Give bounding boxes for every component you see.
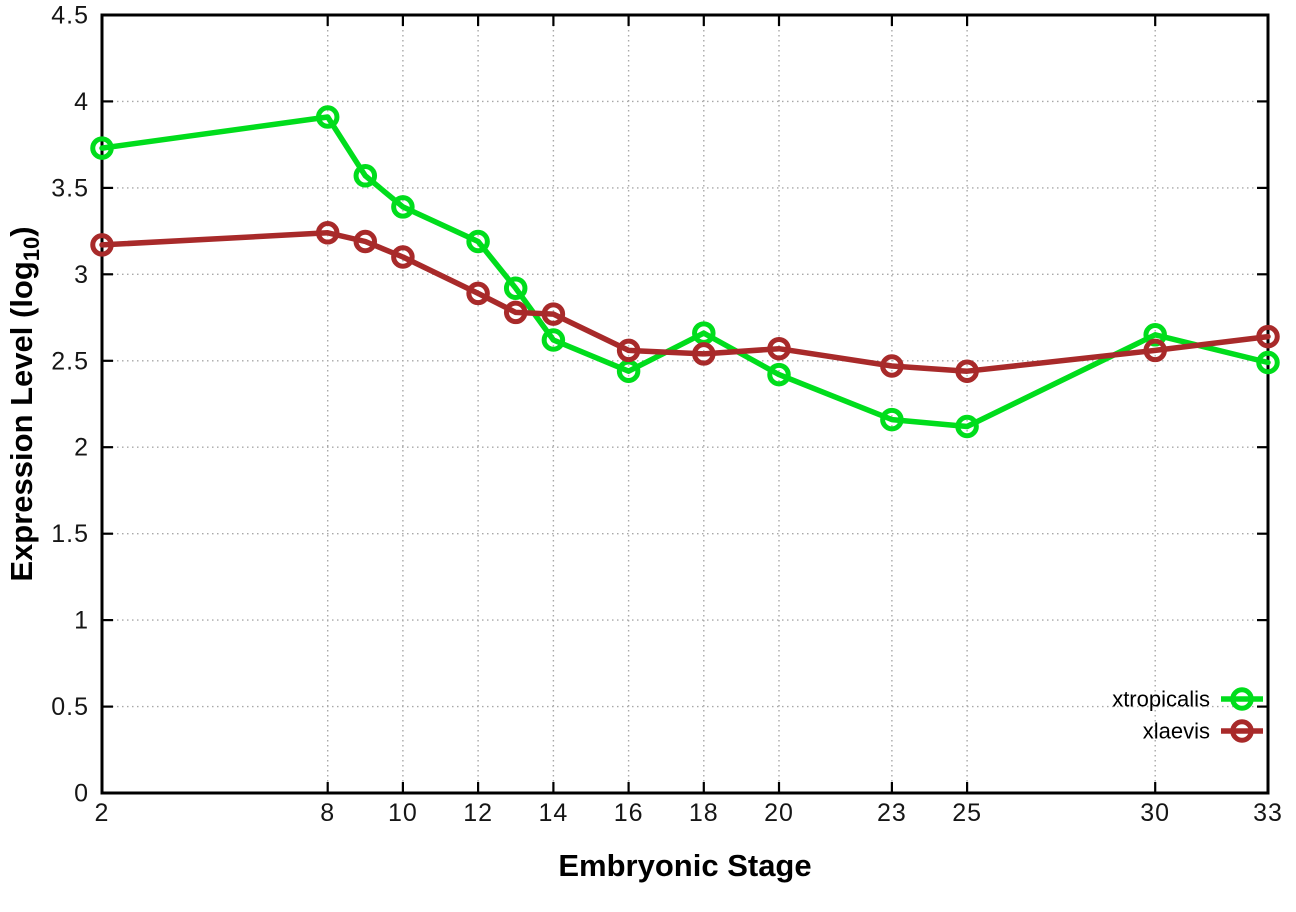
- x-tick-label-30: 30: [1140, 799, 1170, 827]
- legend-label-xtropicalis: xtropicalis: [1112, 687, 1210, 712]
- x-tick-label-18: 18: [689, 799, 719, 827]
- x-tick-label-25: 25: [952, 799, 982, 827]
- x-tick-label-8: 8: [320, 799, 335, 827]
- legend-marker-xlaevis: [1230, 719, 1254, 743]
- y-tick-label-0.5: 0.5: [51, 693, 89, 721]
- y-tick-label-3.5: 3.5: [51, 174, 89, 202]
- legend-entry-xtropicalis: xtropicalis: [1112, 687, 1263, 712]
- series-xtropicalis-marker-13: [503, 276, 528, 300]
- series-xtropicalis-marker-14: [541, 328, 566, 352]
- grid-layer: [102, 15, 1268, 793]
- tick-layer: [100, 13, 1270, 795]
- series-xtropicalis-marker-20: [767, 362, 791, 387]
- x-axis-title: Embryonic Stage: [558, 848, 811, 883]
- y-tick-label-0: 0: [74, 780, 89, 808]
- plot-border: [100, 13, 1270, 795]
- series-xtropicalis-line: [99, 114, 1271, 430]
- series-layer: [90, 105, 1280, 439]
- series-xlaevis-marker-20: [767, 336, 791, 361]
- series-xlaevis: [90, 221, 1280, 383]
- y-tick-label-2.5: 2.5: [51, 347, 89, 375]
- plot-border-layer: [100, 13, 1270, 795]
- series-xtropicalis: [90, 105, 1280, 439]
- series-xlaevis-marker-8: [315, 221, 340, 245]
- series-xtropicalis-marker-25: [955, 414, 979, 439]
- series-xlaevis-marker-25: [955, 359, 979, 383]
- series-xtropicalis-marker-33: [1256, 350, 1280, 375]
- legend-entry-xlaevis: xlaevis: [1143, 719, 1263, 744]
- y-axis-title: Expression Level (log10): [4, 226, 44, 581]
- x-tick-label-12: 12: [463, 799, 493, 827]
- series-xlaevis-marker-10: [391, 245, 415, 269]
- series-xlaevis-marker-14: [541, 302, 566, 326]
- x-tick-label-33: 33: [1253, 799, 1283, 827]
- series-xlaevis-marker-2: [90, 233, 114, 257]
- x-tick-label-10: 10: [388, 799, 418, 827]
- series-xlaevis-marker-16: [616, 338, 641, 363]
- series-xlaevis-marker-18: [692, 342, 716, 366]
- series-xtropicalis-marker-23: [880, 407, 904, 432]
- series-xtropicalis-marker-10: [391, 195, 415, 219]
- series-xlaevis-marker-30: [1143, 338, 1167, 363]
- x-tick-label-14: 14: [538, 799, 568, 827]
- y-tick-label-4: 4: [74, 88, 89, 116]
- y-tick-label-4.5: 4.5: [51, 2, 89, 30]
- series-xlaevis-marker-23: [880, 354, 904, 378]
- series-xtropicalis-marker-30: [1143, 323, 1167, 347]
- x-tick-label-20: 20: [764, 799, 794, 827]
- legend: xtropicalis xlaevis: [1112, 687, 1263, 744]
- series-xlaevis-marker-12: [466, 281, 490, 306]
- legend-marker-xtropicalis: [1230, 687, 1254, 711]
- series-xtropicalis-marker-9: [353, 164, 378, 188]
- series-xlaevis-marker-33: [1256, 324, 1280, 349]
- series-xlaevis-line: [99, 230, 1271, 374]
- series-xtropicalis-marker-2: [90, 136, 114, 160]
- legend-label-xlaevis: xlaevis: [1143, 719, 1210, 744]
- tick-label-layer: 2 8 10 12 14 16 18 20 23 25 30 33 0 0.5 1 1.5 2 2.5 3 3.5 4 4…: [51, 2, 1283, 828]
- y-tick-label-2: 2: [74, 434, 89, 462]
- series-xlaevis-marker-9: [353, 229, 378, 254]
- y-tick-label-1.5: 1.5: [51, 520, 89, 548]
- x-tick-label-2: 2: [95, 799, 110, 827]
- x-tick-label-16: 16: [614, 799, 644, 827]
- series-xtropicalis-marker-12: [466, 229, 490, 254]
- x-tick-label-23: 23: [877, 799, 907, 827]
- y-tick-label-1: 1: [74, 607, 89, 635]
- series-xtropicalis-marker-8: [315, 105, 340, 129]
- series-xlaevis-marker-13: [503, 300, 528, 325]
- y-tick-label-3: 3: [74, 261, 89, 289]
